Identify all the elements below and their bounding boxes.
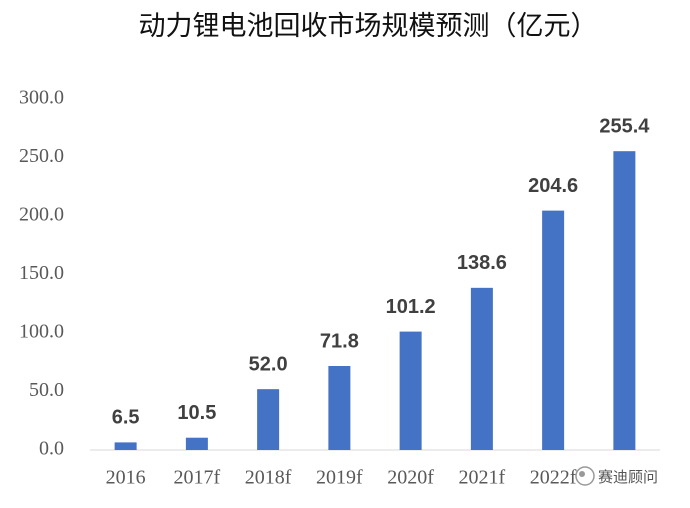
bar xyxy=(328,365,351,450)
data-label: 255.4 xyxy=(599,115,650,137)
x-tick-label: 2022f xyxy=(530,467,577,489)
y-tick-label: 0.0 xyxy=(39,438,64,460)
y-tick-label: 300.0 xyxy=(19,87,64,109)
chart-title: 动力锂电池回收市场规模预测（亿元） xyxy=(139,11,598,41)
data-label: 101.2 xyxy=(386,296,436,318)
data-label: 10.5 xyxy=(177,402,216,424)
y-tick-label: 100.0 xyxy=(19,321,64,343)
bar xyxy=(114,442,137,450)
y-tick-label: 150.0 xyxy=(19,262,64,284)
x-tick-label: 2017f xyxy=(174,467,221,489)
bar xyxy=(399,331,422,450)
bar xyxy=(542,210,565,450)
x-tick-label: 2019f xyxy=(316,467,363,489)
watermark: 赛迪顾问 xyxy=(575,466,658,486)
x-tick-label: 2021f xyxy=(459,467,506,489)
x-tick-label: 2016 xyxy=(106,467,146,489)
x-tick-label: 2018f xyxy=(245,467,292,489)
bar xyxy=(185,437,208,450)
data-label: 204.6 xyxy=(528,175,578,197)
y-tick-label: 250.0 xyxy=(19,145,64,167)
data-label: 138.6 xyxy=(457,252,507,274)
bar xyxy=(613,151,636,450)
y-tick-label: 50.0 xyxy=(29,379,64,401)
x-tick-label: 2020f xyxy=(387,467,434,489)
data-label: 52.0 xyxy=(249,353,288,375)
watermark-text: 赛迪顾问 xyxy=(598,469,658,486)
bar xyxy=(470,287,493,450)
data-label: 6.5 xyxy=(112,407,140,429)
watermark-icon xyxy=(575,466,595,486)
y-tick-label: 200.0 xyxy=(19,204,64,226)
data-label: 71.8 xyxy=(320,330,359,352)
bar xyxy=(257,389,280,450)
watermark-icon-dot xyxy=(579,471,585,477)
